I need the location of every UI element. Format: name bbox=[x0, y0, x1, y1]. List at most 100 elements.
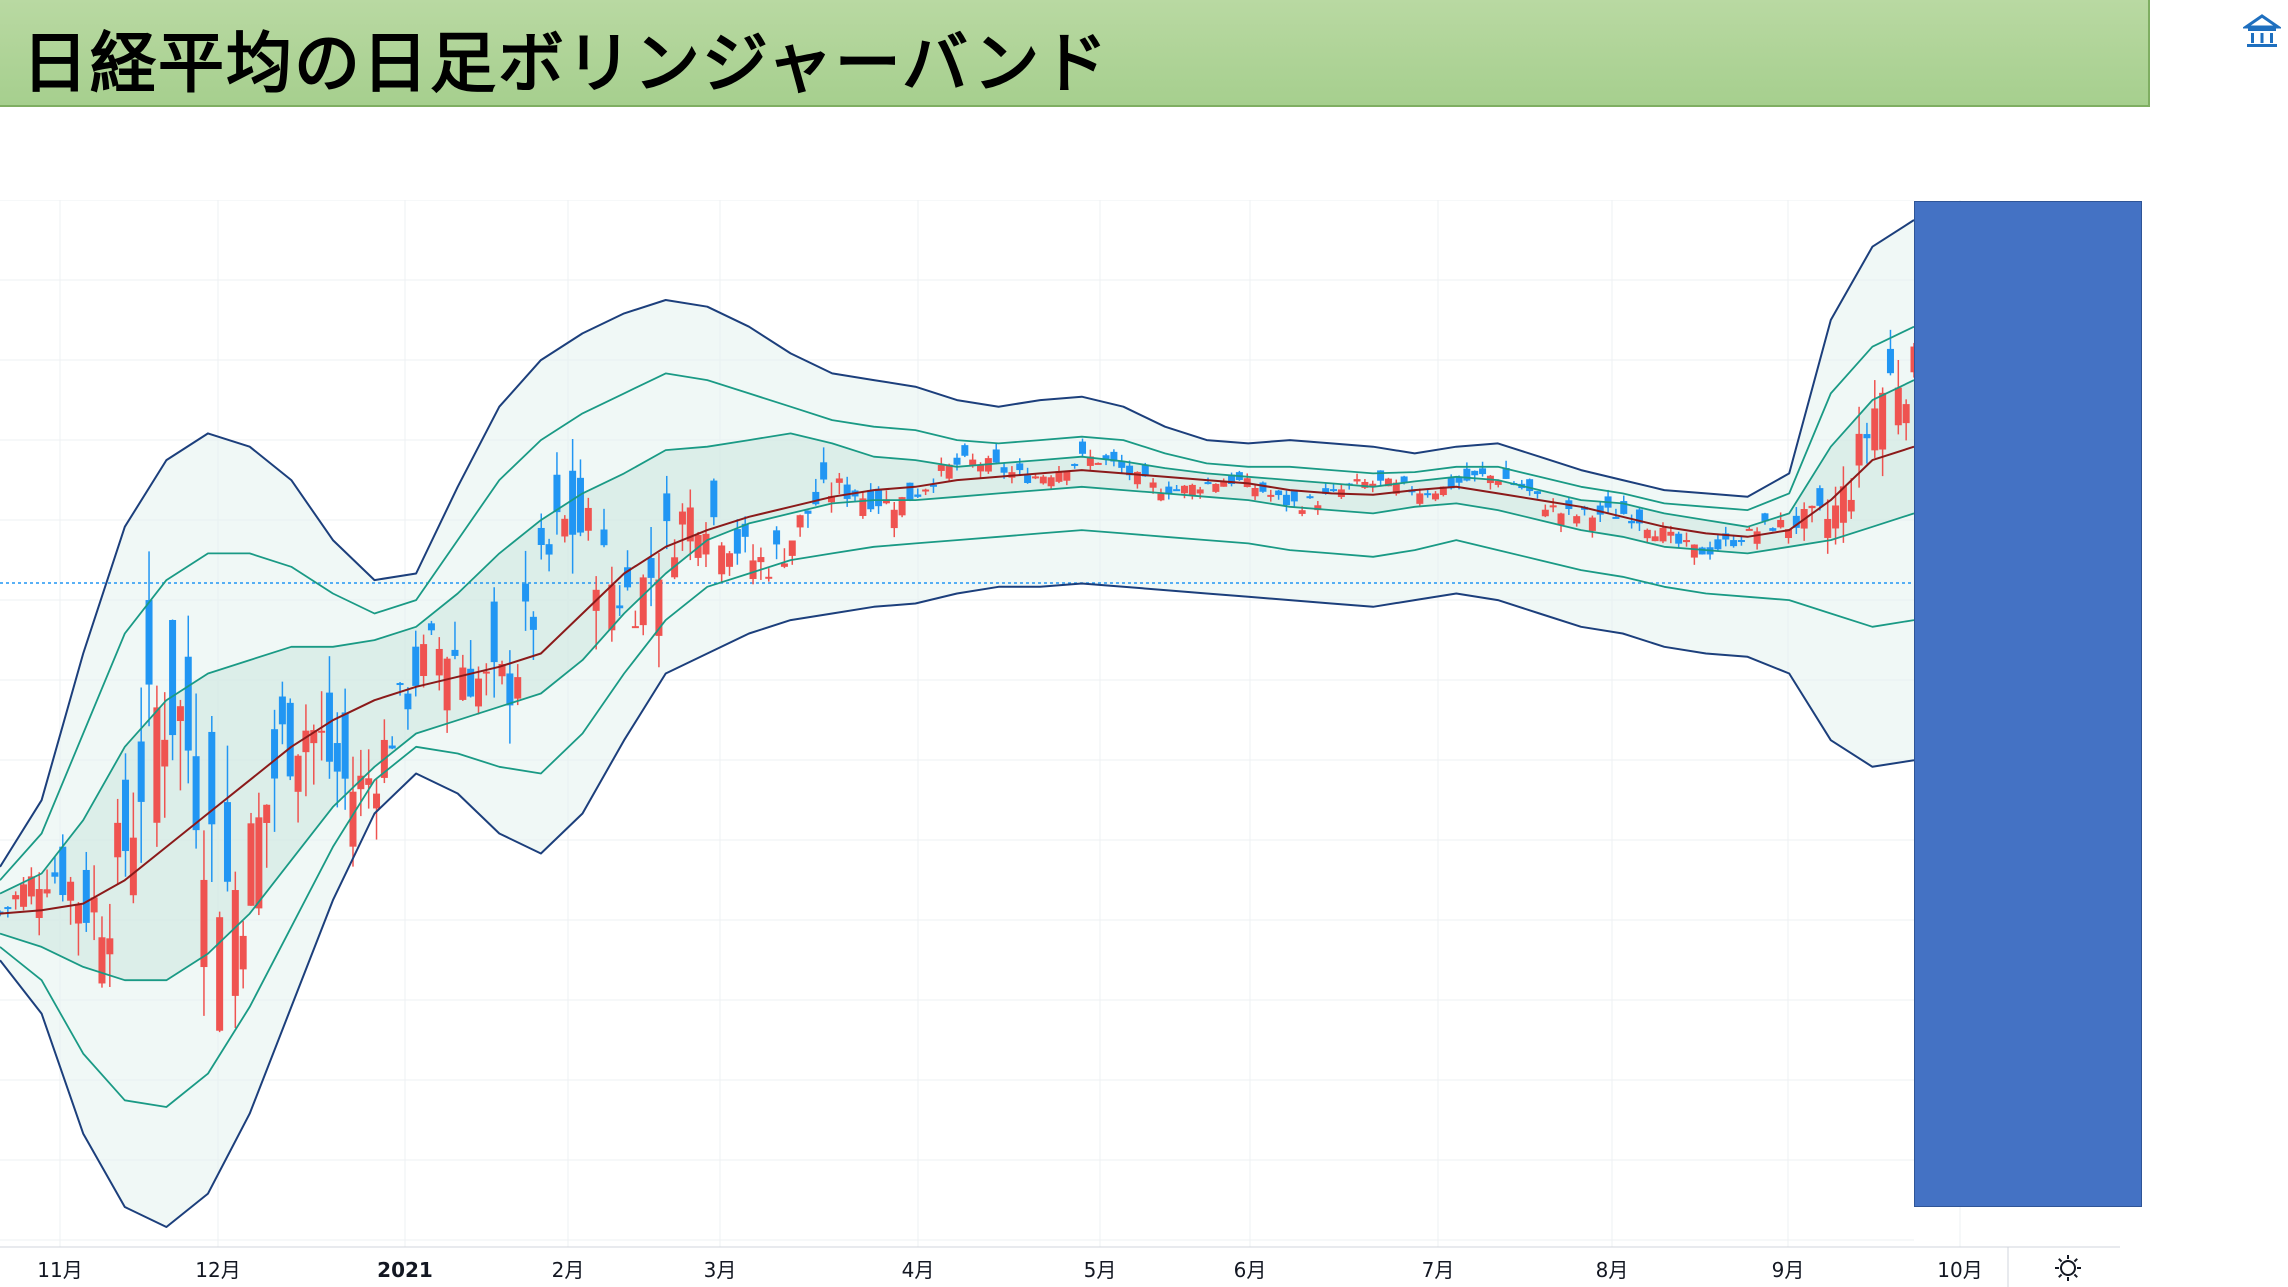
candle-up bbox=[1690, 544, 1698, 558]
candle-up bbox=[435, 648, 443, 676]
candle-up bbox=[1683, 540, 1691, 543]
candle-up bbox=[247, 823, 255, 906]
candle-up bbox=[1439, 486, 1447, 496]
candle-down bbox=[506, 673, 514, 706]
candle-down bbox=[412, 646, 420, 686]
candle-up bbox=[718, 545, 726, 575]
settings-gear-icon[interactable] bbox=[2054, 1254, 2082, 1282]
candle-up bbox=[12, 895, 20, 900]
candle-up bbox=[1549, 505, 1557, 508]
candle-up bbox=[1314, 505, 1322, 511]
candle-down bbox=[122, 779, 130, 852]
candle-up bbox=[1369, 483, 1377, 486]
candle-down bbox=[812, 491, 820, 505]
candle-down bbox=[600, 529, 608, 546]
candle-down bbox=[341, 712, 349, 779]
candle-down bbox=[1377, 470, 1385, 481]
candle-up bbox=[726, 553, 734, 567]
candle-up bbox=[1251, 488, 1259, 497]
candle-down bbox=[1730, 540, 1738, 547]
candle-down bbox=[145, 600, 153, 685]
candle-up bbox=[1847, 499, 1855, 512]
candle-up bbox=[1871, 408, 1879, 451]
bollinger-chart[interactable]: 11月 12月 2021 2月 3月 4月 5月 6月 7月 8月 9月 10月 bbox=[0, 200, 2288, 1287]
candle-up bbox=[1220, 481, 1228, 487]
candle-down bbox=[1228, 474, 1236, 484]
candle-down bbox=[51, 872, 59, 877]
candle-up bbox=[1824, 518, 1832, 538]
candle-up bbox=[1651, 536, 1659, 542]
candle-down bbox=[1816, 488, 1824, 506]
candle-up bbox=[788, 540, 796, 556]
candle-down bbox=[576, 477, 584, 533]
candle-down bbox=[1675, 533, 1683, 544]
band-fill-1sigma bbox=[0, 380, 1914, 981]
candle-up bbox=[1149, 482, 1157, 488]
candle-up bbox=[35, 889, 43, 918]
candle-up bbox=[1879, 392, 1887, 450]
candle-down bbox=[1079, 441, 1087, 454]
candle-down bbox=[1863, 434, 1871, 439]
candle-down bbox=[820, 462, 828, 480]
candle-down bbox=[733, 529, 741, 554]
candle-up bbox=[1416, 493, 1424, 504]
candle-up bbox=[349, 791, 357, 847]
candle-down bbox=[1635, 509, 1643, 524]
band-line-lower-1sigma bbox=[0, 485, 1915, 982]
band-line-lower-3sigma bbox=[0, 582, 1915, 1228]
candle-up bbox=[922, 489, 930, 492]
candle-up bbox=[631, 626, 639, 629]
candle-up bbox=[106, 938, 114, 955]
candle-down bbox=[208, 731, 216, 825]
candle-down bbox=[192, 756, 200, 831]
candle-up bbox=[231, 890, 239, 996]
candle-down bbox=[1886, 348, 1894, 374]
candle-down bbox=[875, 488, 883, 507]
candle-down bbox=[992, 449, 1000, 463]
candle-up bbox=[882, 499, 890, 504]
candle-up bbox=[1031, 476, 1039, 479]
candle-up bbox=[1298, 510, 1306, 514]
candle-up bbox=[827, 496, 835, 503]
candle-down bbox=[529, 616, 537, 630]
candle-up bbox=[1494, 480, 1502, 485]
candle-up bbox=[1392, 482, 1400, 494]
candle-up bbox=[365, 778, 373, 785]
candle-up bbox=[161, 739, 169, 767]
candle-up bbox=[561, 518, 569, 537]
candle-up bbox=[153, 707, 161, 823]
candle-up bbox=[1808, 505, 1816, 509]
candle-down bbox=[1526, 479, 1534, 492]
candle-down bbox=[553, 474, 561, 513]
bank-logo-icon bbox=[2243, 14, 2281, 47]
candle-down bbox=[451, 649, 459, 656]
candle-up bbox=[1902, 404, 1910, 424]
candle-up bbox=[1157, 493, 1165, 501]
candle-up bbox=[977, 464, 985, 472]
candle-down bbox=[953, 457, 961, 465]
candle-up bbox=[43, 889, 51, 894]
candle-up bbox=[835, 478, 843, 483]
candle-up bbox=[859, 498, 867, 516]
candle-up bbox=[129, 837, 137, 896]
candle-up bbox=[1745, 528, 1753, 531]
candle-up bbox=[20, 884, 28, 907]
x-tick-label: 4月 bbox=[902, 1258, 935, 1282]
candle-down bbox=[1698, 547, 1706, 555]
candle-down bbox=[271, 729, 279, 779]
candle-up bbox=[1047, 477, 1055, 487]
candle-up bbox=[584, 507, 592, 531]
candle-up bbox=[945, 464, 953, 479]
candle-up bbox=[890, 509, 898, 529]
candle-down bbox=[1447, 477, 1455, 489]
candle-down bbox=[1714, 539, 1722, 550]
candle-down bbox=[1282, 494, 1290, 506]
candle-down bbox=[1479, 468, 1487, 475]
candle-down bbox=[522, 583, 530, 602]
page-title: 日経平均の日足ボリンジャーバンド bbox=[22, 25, 1110, 102]
candle-down bbox=[388, 745, 396, 749]
candle-down bbox=[1204, 482, 1212, 485]
candle-down bbox=[1118, 461, 1126, 468]
candle-down bbox=[82, 869, 90, 923]
x-tick-label: 10月 bbox=[1937, 1258, 1982, 1282]
